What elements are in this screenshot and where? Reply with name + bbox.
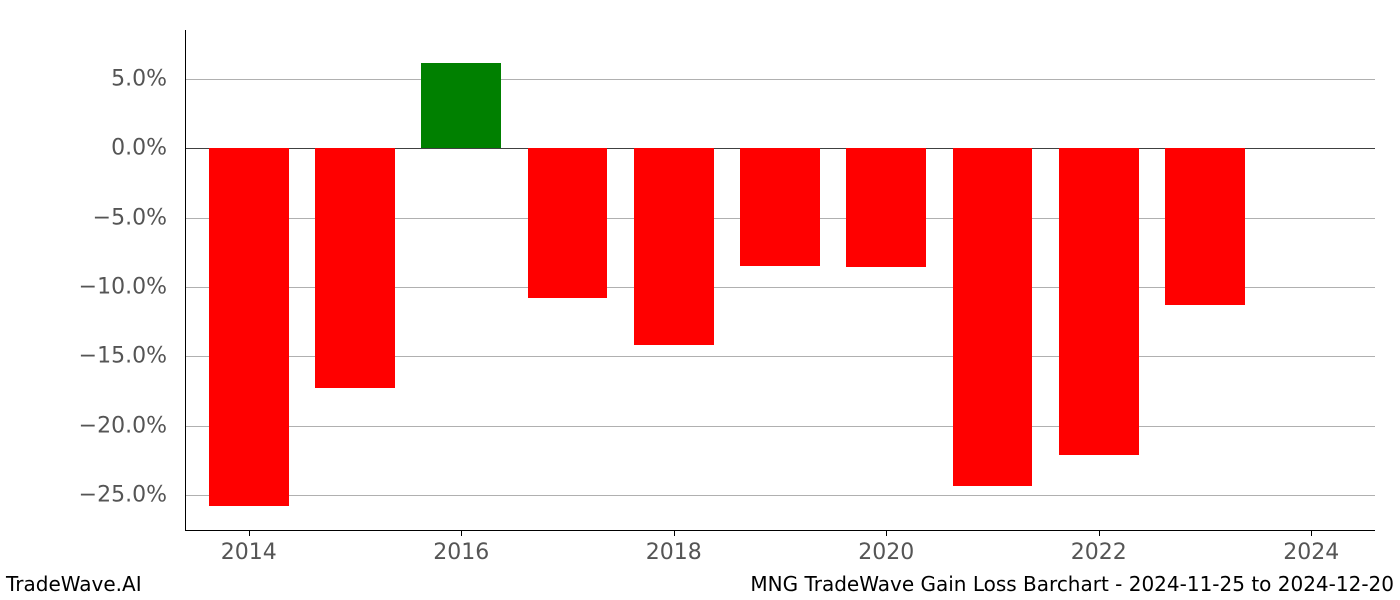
x-tick-label: 2018 [646, 540, 702, 565]
x-tick-label: 2014 [221, 540, 277, 565]
footer-left-text: TradeWave.AI [6, 572, 142, 596]
gridline [185, 495, 1375, 496]
footer-right-text: MNG TradeWave Gain Loss Barchart - 2024-… [750, 572, 1394, 596]
x-tick-label: 2024 [1283, 540, 1339, 565]
y-tick-label: −15.0% [0, 344, 167, 369]
y-tick-label: 5.0% [0, 66, 167, 91]
y-tick-label: −25.0% [0, 483, 167, 508]
x-tick-label: 2020 [858, 540, 914, 565]
x-tick-mark [249, 530, 250, 536]
gridline [185, 426, 1375, 427]
bar-2015 [315, 148, 395, 388]
bar-2022 [1059, 148, 1139, 455]
x-tick-label: 2022 [1071, 540, 1127, 565]
y-tick-label: 0.0% [0, 136, 167, 161]
x-tick-mark [461, 530, 462, 536]
bar-2019 [740, 148, 820, 266]
x-tick-label: 2016 [433, 540, 489, 565]
bar-2021 [953, 148, 1033, 486]
bar-2016 [421, 63, 501, 148]
x-tick-mark [886, 530, 887, 536]
bar-2020 [846, 148, 926, 267]
bar-2023 [1165, 148, 1245, 305]
x-axis-spine [185, 530, 1375, 531]
x-tick-mark [1311, 530, 1312, 536]
x-tick-mark [674, 530, 675, 536]
bar-2014 [209, 148, 289, 506]
bar-2018 [634, 148, 714, 345]
x-tick-mark [1099, 530, 1100, 536]
bar-2017 [528, 148, 608, 298]
y-tick-label: −20.0% [0, 413, 167, 438]
gridline [185, 79, 1375, 80]
y-tick-label: −5.0% [0, 205, 167, 230]
y-axis-spine [185, 30, 186, 530]
plot-area [185, 30, 1375, 530]
y-tick-label: −10.0% [0, 274, 167, 299]
chart-container: TradeWave.AI MNG TradeWave Gain Loss Bar… [0, 0, 1400, 600]
